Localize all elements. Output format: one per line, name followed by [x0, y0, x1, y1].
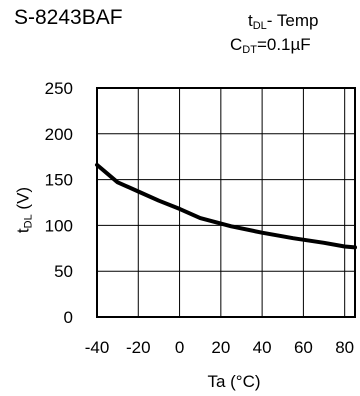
condition-1-sub: DL [252, 20, 267, 32]
condition-1-main: t [248, 11, 253, 30]
y-tick-label: 0 [64, 308, 73, 327]
y-tick-label: 200 [45, 125, 73, 144]
x-tick-label: 20 [211, 338, 230, 357]
x-tick-label: 80 [335, 338, 354, 357]
y-tick-label: 150 [45, 171, 73, 190]
y-tick-label: 50 [54, 262, 73, 281]
condition-1-rest: - Temp [266, 11, 319, 30]
x-tick-labels: -40 -20 0 20 40 60 80 [85, 338, 354, 357]
condition-label-2: CDT=0.1µF [230, 36, 311, 56]
condition-2-sub: DT [242, 44, 257, 56]
series-layer [95, 162, 357, 250]
x-axis-label: Ta (°C) [207, 372, 261, 391]
x-tick-label: 0 [175, 338, 184, 357]
y-tick-label: 100 [45, 216, 73, 235]
x-tick-label: -40 [85, 338, 110, 357]
condition-2-main: C [230, 35, 243, 54]
grid [97, 88, 355, 317]
x-tick-label: 40 [253, 338, 272, 357]
condition-label-1: tDL- Temp [248, 12, 318, 32]
condition-2-rest: =0.1µF [256, 35, 311, 54]
y-axis-label-sub: DL [22, 214, 35, 229]
series-line [95, 162, 357, 250]
y-tick-labels: 0 50 100 150 200 250 [45, 79, 73, 327]
x-tick-label: -20 [126, 338, 151, 357]
y-axis-label: tDL (V) [14, 187, 35, 233]
y-axis-label-main: t [13, 228, 33, 234]
plot-frame [96, 87, 356, 318]
x-tick-label: 60 [294, 338, 313, 357]
y-tick-label: 250 [45, 79, 73, 98]
y-axis-label-rest: (V) [13, 186, 33, 215]
chart-title: S-8243BAF [14, 6, 123, 29]
